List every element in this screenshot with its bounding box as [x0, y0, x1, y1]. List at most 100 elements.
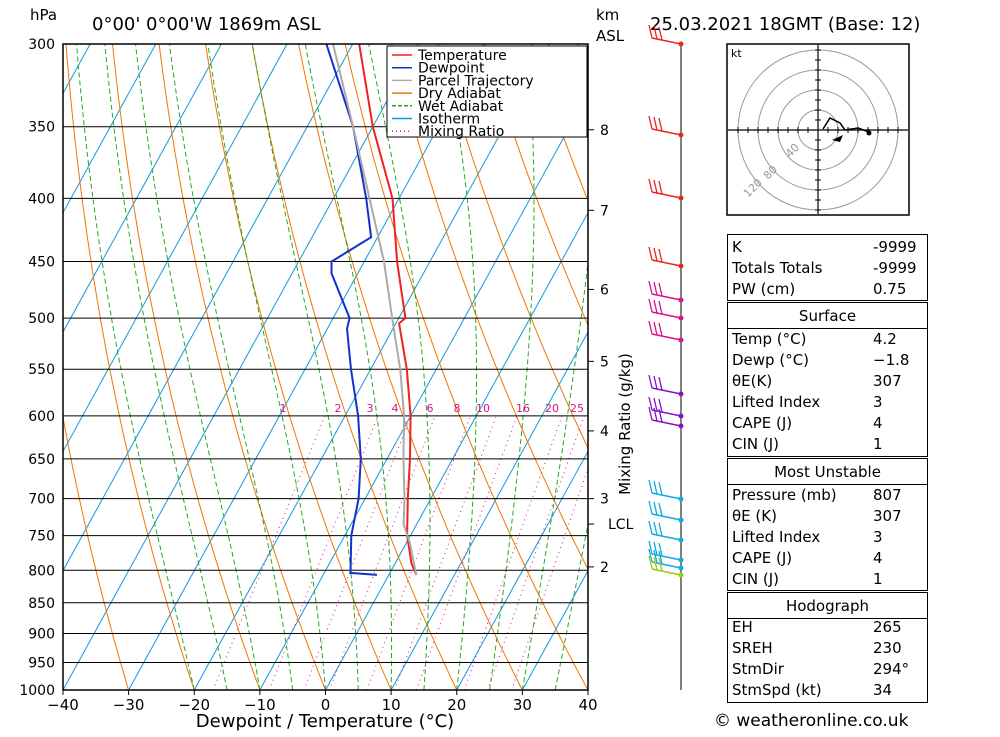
km-tick-label: 7: [600, 203, 609, 219]
wind-barb-flag: [659, 323, 662, 336]
pw-label: PW (cm): [732, 280, 795, 298]
wind-barb-flag: [649, 501, 652, 514]
pressure-tick-label: 850: [28, 596, 55, 612]
isotherm-line: [0, 44, 156, 690]
mixing-ratio-label: 20: [545, 402, 559, 415]
wind-barb-flag: [659, 301, 662, 314]
mixing-ratio-label: 16: [516, 402, 530, 415]
km-tick-label: 4: [600, 424, 609, 440]
hodograph-table: Hodograph EH 265 SREH 230 StmDir 294° St…: [727, 592, 928, 703]
totals-totals-label: Totals Totals: [732, 259, 822, 277]
wind-barb-flag: [649, 299, 652, 312]
mu-cape-label: CAPE (J): [732, 549, 792, 567]
pressure-tick-label: 450: [28, 255, 55, 271]
mu-theta-label: θE (K): [732, 507, 777, 525]
legend-label: Mixing Ratio: [418, 124, 504, 140]
datetime-label: 25.03.2021 18GMT (Base: 12): [650, 14, 920, 35]
wind-barb-flag: [659, 283, 662, 296]
mixing-ratio-label: 25: [570, 402, 584, 415]
surface-theta-value: 307: [873, 372, 902, 390]
stmdir-label: StmDir: [732, 660, 784, 678]
wind-barbs: [649, 25, 684, 690]
surface-temp-value: 4.2: [873, 330, 897, 348]
sreh-value: 230: [873, 639, 902, 657]
dry-adiabat-line: [159, 44, 325, 690]
pressure-tick-label: 550: [28, 362, 55, 378]
km-tick-label: 3: [600, 492, 609, 508]
mixing-ratio-line: [213, 416, 325, 690]
surface-theta-label: θE(K): [732, 372, 772, 390]
plot-border: [63, 44, 588, 690]
wind-barb-flag: [659, 523, 662, 536]
km-tick-label: 8: [600, 123, 609, 139]
pressure-tick-label: 300: [28, 37, 55, 53]
km-label: km: [596, 6, 619, 24]
isotherm-line: [260, 44, 615, 690]
km-tick-label: LCL: [608, 517, 634, 533]
wet-adiabat-line: [252, 44, 358, 690]
dry-adiabat-line: [299, 44, 523, 690]
asl-label: ASL: [596, 27, 625, 45]
wind-barb-flag: [654, 180, 657, 193]
km-tick-label: 2: [600, 560, 609, 576]
pressure-tick-label: 950: [28, 655, 55, 671]
wet-adiabat-line: [170, 44, 293, 690]
surface-li-value: 3: [873, 393, 883, 411]
wind-barb-flag: [654, 300, 657, 313]
wet-adiabat-line: [77, 44, 195, 690]
wind-barb-flag: [659, 377, 662, 390]
most-unstable-title: Most Unstable: [728, 463, 927, 481]
pressure-tick-label: 800: [28, 563, 55, 579]
footer-credit[interactable]: © weatheronline.co.uk: [714, 711, 908, 731]
surface-title: Surface: [728, 307, 927, 325]
mixing-ratio-label: 10: [476, 402, 490, 415]
hodograph-title: Hodograph: [728, 597, 927, 615]
wind-barb-flag: [649, 116, 652, 129]
wind-barb-flag: [654, 117, 657, 130]
mixing-ratio-label: 4: [392, 402, 399, 415]
wind-barb-flag: [654, 322, 657, 335]
wet-adiabat-line: [444, 44, 477, 690]
surface-table: Surface Temp (°C) 4.2 Dewp (°C) −1.8 θE(…: [727, 302, 928, 457]
wind-barb-flag: [654, 522, 657, 535]
most-unstable-table: Most Unstable Pressure (mb) 807 θE (K) 3…: [727, 458, 928, 591]
eh-label: EH: [732, 618, 753, 636]
pressure-tick-label: 500: [28, 311, 55, 327]
mixing-ratio-label: 8: [454, 402, 461, 415]
isotherm-line: [391, 44, 746, 690]
indices-table: K -9999 Totals Totals -9999 PW (cm) 0.75: [727, 234, 928, 301]
surface-dewp-label: Dewp (°C): [732, 351, 809, 369]
hodograph-end-dot: [867, 131, 872, 136]
pressure-tick-label: 750: [28, 529, 55, 545]
x-axis-title: Dewpoint / Temperature (°C): [196, 711, 454, 732]
stmdir-value: 294°: [873, 660, 909, 678]
isotherm-line: [0, 44, 25, 690]
k-value: -9999: [873, 238, 917, 256]
totals-totals-value: -9999: [873, 259, 917, 277]
wind-barb-flag: [654, 248, 657, 261]
mixing-ratio-label: 6: [427, 402, 434, 415]
wind-barb-flag: [649, 179, 652, 192]
surface-cin-value: 1: [873, 435, 883, 453]
mixing-ratio-line: [512, 416, 607, 690]
wind-barb-flag: [649, 247, 652, 260]
wet-adiabat-line: [105, 44, 227, 690]
pressure-tick-label: 700: [28, 492, 55, 508]
mu-cin-value: 1: [873, 570, 883, 588]
wind-barb-flag: [649, 281, 652, 294]
mixing-ratio-line: [304, 416, 411, 690]
wind-barb-flag: [659, 482, 662, 495]
stmspd-label: StmSpd (kt): [732, 681, 822, 699]
wet-adiabat-line: [208, 44, 326, 690]
mu-cin-label: CIN (J): [732, 570, 779, 588]
pw-value: 0.75: [873, 280, 906, 298]
mu-li-label: Lifted Index: [732, 528, 820, 546]
surface-temp-label: Temp (°C): [732, 330, 806, 348]
mixing-ratio-axis-title: Mixing Ratio (g/kg): [616, 353, 634, 495]
dry-adiabat-line: [997, 44, 1000, 690]
mu-pressure-label: Pressure (mb): [732, 486, 837, 504]
wind-barb-flag: [659, 181, 662, 194]
isotherm-line: [129, 44, 484, 690]
wind-barb-flag: [654, 376, 657, 389]
